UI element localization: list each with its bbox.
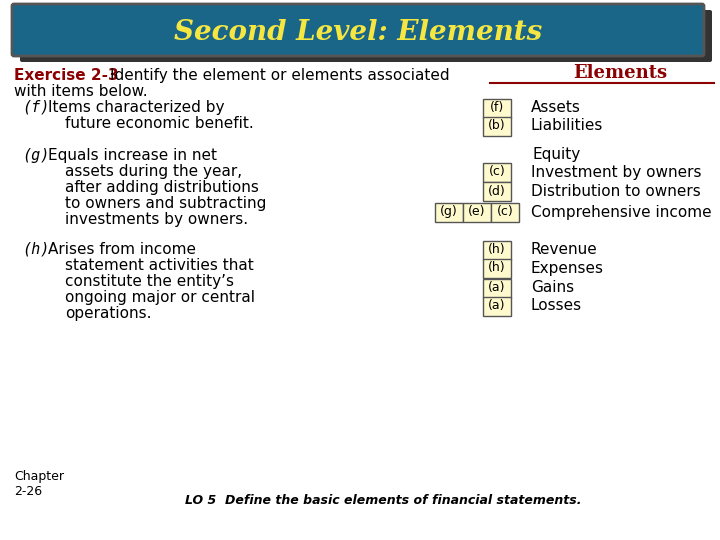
Bar — [483, 181, 511, 200]
Text: (a): (a) — [488, 300, 505, 313]
FancyBboxPatch shape — [12, 4, 704, 56]
Text: constitute the entity’s: constitute the entity’s — [65, 274, 234, 289]
Bar — [491, 202, 519, 221]
Text: statement activities that: statement activities that — [65, 258, 253, 273]
Text: to owners and subtracting: to owners and subtracting — [65, 196, 266, 211]
FancyBboxPatch shape — [20, 10, 712, 62]
Bar — [483, 163, 511, 181]
Text: Losses: Losses — [531, 299, 582, 314]
Text: Assets: Assets — [531, 100, 581, 116]
Text: Second Level: Elements: Second Level: Elements — [174, 18, 542, 45]
Text: Arises from income: Arises from income — [48, 242, 196, 257]
Text: Exercise 2-3: Exercise 2-3 — [14, 68, 119, 83]
Text: ongoing major or central: ongoing major or central — [65, 290, 255, 305]
Text: investments by owners.: investments by owners. — [65, 212, 248, 227]
Text: (d): (d) — [488, 185, 506, 198]
Bar — [463, 202, 491, 221]
Bar — [483, 279, 511, 298]
Text: operations.: operations. — [65, 306, 151, 321]
Bar — [483, 240, 511, 260]
Text: (e): (e) — [468, 206, 486, 219]
Text: (h): (h) — [488, 261, 506, 274]
Text: Liabilities: Liabilities — [531, 118, 603, 133]
Text: Chapter
2-26: Chapter 2-26 — [14, 470, 64, 498]
Bar — [483, 259, 511, 278]
Text: Comprehensive income: Comprehensive income — [531, 205, 711, 219]
Text: (c): (c) — [497, 206, 513, 219]
Text: Elements: Elements — [573, 64, 667, 82]
Text: Equals increase in net: Equals increase in net — [48, 148, 217, 163]
Text: Gains: Gains — [531, 280, 574, 295]
Text: (g): (g) — [440, 206, 458, 219]
Bar — [483, 98, 511, 118]
Text: with items below.: with items below. — [14, 84, 148, 99]
Text: Investment by owners: Investment by owners — [531, 165, 701, 179]
Text: (h): (h) — [22, 242, 50, 257]
Text: LO 5  Define the basic elements of financial statements.: LO 5 Define the basic elements of financ… — [185, 494, 582, 507]
Text: after adding distributions: after adding distributions — [65, 180, 259, 195]
Text: (h): (h) — [488, 244, 506, 256]
Text: Items characterized by: Items characterized by — [48, 100, 225, 115]
Text: (a): (a) — [488, 281, 505, 294]
Bar — [483, 296, 511, 315]
Text: (f): (f) — [22, 100, 50, 115]
Text: (b): (b) — [488, 119, 506, 132]
Bar — [435, 202, 463, 221]
Text: Equity: Equity — [533, 146, 581, 161]
Text: (g): (g) — [22, 148, 50, 163]
Text: Revenue: Revenue — [531, 242, 598, 258]
Text: (f): (f) — [490, 102, 504, 114]
Text: future economic benefit.: future economic benefit. — [65, 116, 253, 131]
Bar — [483, 117, 511, 136]
Text: Expenses: Expenses — [531, 260, 604, 275]
Text: assets during the year,: assets during the year, — [65, 164, 242, 179]
Text: Distribution to owners: Distribution to owners — [531, 184, 701, 199]
Text: (c): (c) — [489, 165, 505, 179]
Text: Identify the element or elements associated: Identify the element or elements associa… — [110, 68, 449, 83]
